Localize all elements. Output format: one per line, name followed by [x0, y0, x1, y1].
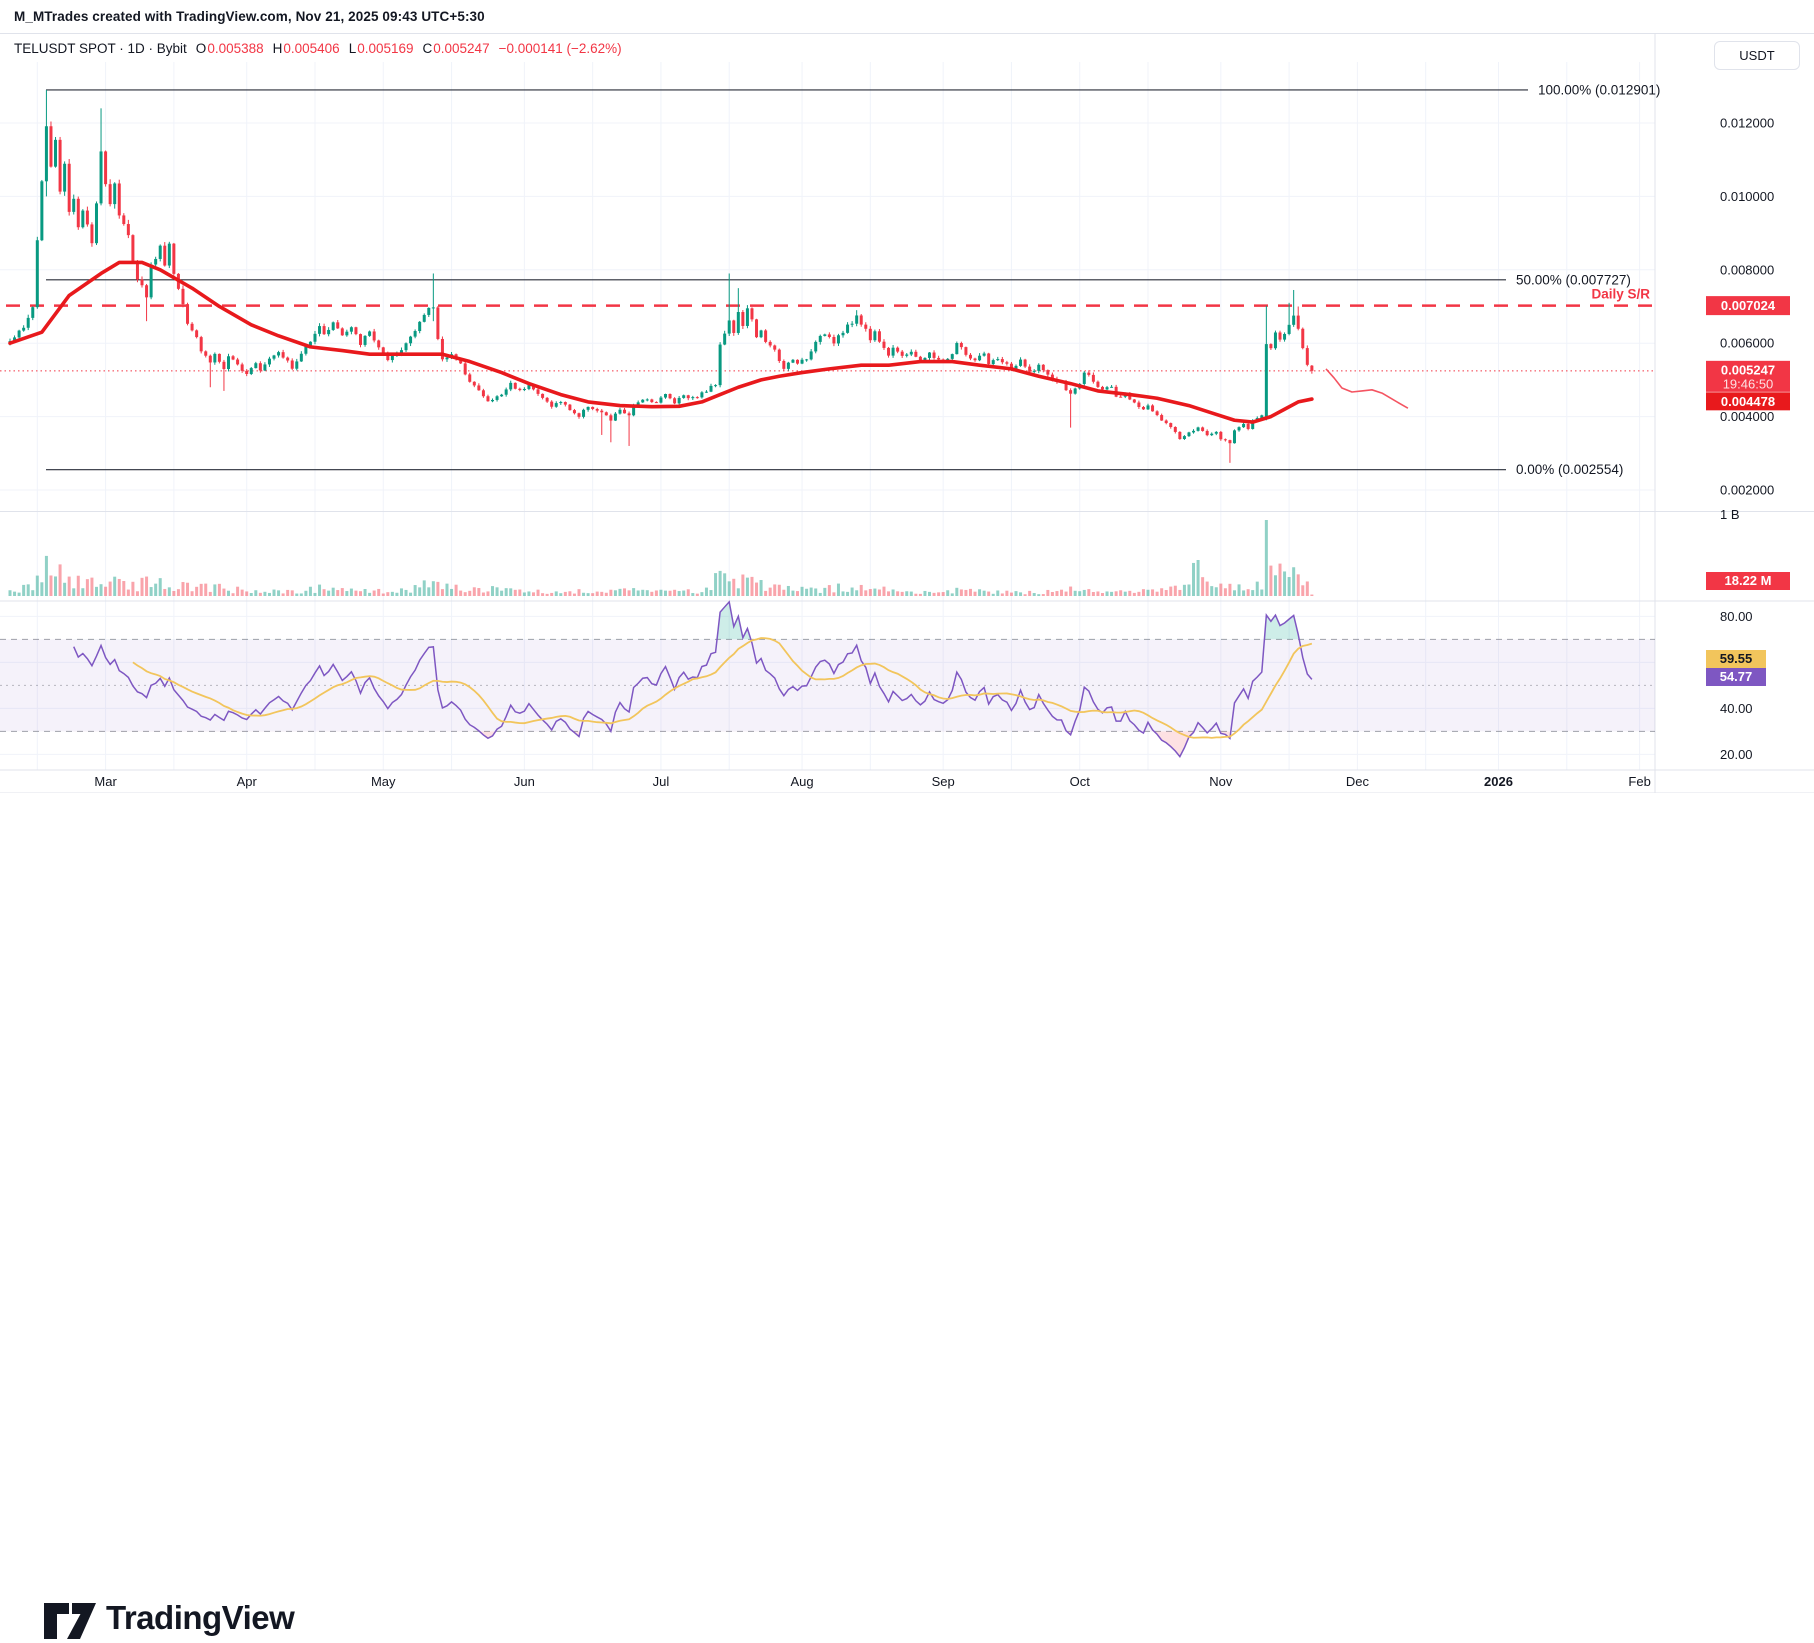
volume-badge — [1706, 572, 1790, 590]
currency-toggle-label: USDT — [1739, 48, 1775, 63]
high-value: 0.005406 — [283, 40, 340, 56]
last-price-badge — [1706, 360, 1790, 392]
tradingview-logo-icon — [44, 1603, 96, 1639]
footer: TradingView — [0, 793, 1814, 1639]
low-label: L — [348, 40, 357, 56]
svg-text:0.007024: 0.007024 — [1721, 298, 1776, 313]
high-label: H — [272, 40, 283, 56]
svg-text:0.012000: 0.012000 — [1720, 115, 1774, 130]
attribution-text: M_MTrades created with TradingView.com, … — [14, 9, 485, 24]
svg-text:0.002000: 0.002000 — [1720, 482, 1774, 497]
daily-sr-label: Daily S/R — [1591, 287, 1650, 302]
horizontal-lines[interactable]: Daily S/R — [0, 287, 1655, 372]
rsi-badge — [1706, 668, 1766, 686]
time-axis-label: Aug — [790, 774, 813, 789]
svg-text:0.005247: 0.005247 — [1721, 362, 1775, 377]
svg-text:0.004000: 0.004000 — [1720, 409, 1774, 424]
grid — [0, 62, 1655, 770]
time-axis[interactable]: Mar Apr May Jun Jul Aug Sep Oct Nov Dec 2026 Feb — [94, 774, 1650, 789]
time-axis-label: Jul — [653, 774, 670, 789]
ma-line[interactable] — [8, 260, 1314, 424]
time-axis-label: Jun — [514, 774, 535, 789]
fib-level-label: 100.00% (0.012901) — [1538, 82, 1660, 97]
time-axis-label: Apr — [237, 774, 258, 789]
time-axis-label: Mar — [94, 774, 117, 789]
time-axis-label: Dec — [1346, 774, 1370, 789]
tradingview-logo-text[interactable]: TradingView — [106, 1599, 295, 1636]
svg-text:0.010000: 0.010000 — [1720, 189, 1774, 204]
svg-text:0.006000: 0.006000 — [1720, 336, 1774, 351]
volume-series[interactable] — [8, 520, 1314, 596]
open-value: 0.005388 — [207, 40, 264, 56]
symbol-legend[interactable]: TELUSDT SPOT · 1D · Bybit O 0.005388 H 0.0… — [0, 34, 1650, 62]
time-axis-label: Nov — [1209, 774, 1233, 789]
currency-toggle-button[interactable]: USDT — [1714, 41, 1800, 70]
close-label: C — [422, 40, 433, 56]
price-axis[interactable]: 0.012000 0.010000 0.008000 0.006000 0.004000… — [1720, 115, 1774, 761]
rsi-pane[interactable] — [0, 600, 1655, 758]
fib-level-label: 50.00% (0.007727) — [1516, 272, 1631, 287]
svg-text:18.22 M: 18.22 M — [1725, 573, 1772, 588]
svg-text:0.008000: 0.008000 — [1720, 262, 1774, 277]
symbol-title[interactable]: TELUSDT SPOT · 1D · Bybit — [14, 40, 187, 56]
time-axis-label: May — [371, 774, 396, 789]
svg-text:80.00: 80.00 — [1720, 609, 1753, 624]
svg-text:1 B: 1 B — [1720, 507, 1740, 522]
close-value: 0.005247 — [433, 40, 490, 56]
time-axis-label: Sep — [932, 774, 955, 789]
svg-text:54.77: 54.77 — [1720, 669, 1753, 684]
candlestick-series[interactable] — [8, 89, 1314, 463]
svg-text:59.55: 59.55 — [1720, 651, 1753, 666]
svg-text:20.00: 20.00 — [1720, 747, 1753, 762]
attribution-bar: M_MTrades created with TradingView.com, … — [0, 0, 1814, 34]
svg-text:40.00: 40.00 — [1720, 701, 1753, 716]
time-axis-label: Feb — [1628, 774, 1650, 789]
rsi-ma-badge — [1706, 650, 1766, 668]
open-label: O — [195, 40, 207, 56]
change-value: −0.000141 (−2.62%) — [498, 40, 622, 56]
time-axis-label: Oct — [1070, 774, 1091, 789]
rsi-line — [73, 600, 1313, 758]
fib-level-label: 0.00% (0.002554) — [1516, 462, 1623, 477]
fib-retracement-lines[interactable]: 100.00% (0.012901) 50.00% (0.007727) 0.00%… — [46, 82, 1660, 477]
rsi-ma-line — [132, 637, 1313, 739]
svg-text:0.004478: 0.004478 — [1721, 394, 1775, 409]
projection-drawing[interactable] — [1325, 368, 1409, 409]
time-axis-label: 2026 — [1484, 774, 1513, 789]
ma-value-badge — [1706, 392, 1790, 411]
svg-text:19:46:50: 19:46:50 — [1723, 376, 1774, 391]
chart-canvas[interactable]: 100.00% (0.012901) 50.00% (0.007727) 0.00%… — [0, 0, 1814, 868]
sr-price-badge — [1706, 296, 1790, 316]
low-value: 0.005169 — [357, 40, 414, 56]
